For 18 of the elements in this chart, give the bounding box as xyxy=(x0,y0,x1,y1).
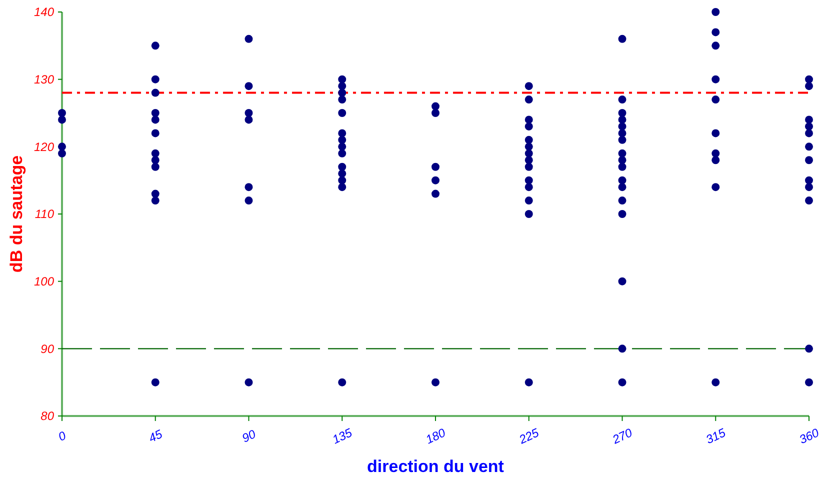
y-tick-label: 140 xyxy=(34,5,54,20)
y-tick-label: 90 xyxy=(40,342,54,356)
x-tick-label: 270 xyxy=(609,425,635,448)
y-axis-title: dB du sautage xyxy=(7,155,26,273)
x-axis-title: direction du vent xyxy=(367,457,504,476)
x-tick-label: 0 xyxy=(56,428,68,444)
x-tick-label: 45 xyxy=(146,426,165,446)
y-tick-label: 80 xyxy=(40,409,54,424)
x-tick-label: 360 xyxy=(797,425,822,447)
y-tick-label: 120 xyxy=(34,140,54,154)
x-tick-label: 135 xyxy=(330,425,355,447)
x-tick-label: 315 xyxy=(704,425,728,447)
y-tick-label: 130 xyxy=(34,72,54,87)
x-tick-label: 225 xyxy=(516,425,542,448)
x-tick-label: 180 xyxy=(424,425,448,447)
y-tick-label: 110 xyxy=(34,207,54,222)
x-tick-label: 90 xyxy=(240,426,258,446)
y-tick-label: 100 xyxy=(34,274,54,289)
